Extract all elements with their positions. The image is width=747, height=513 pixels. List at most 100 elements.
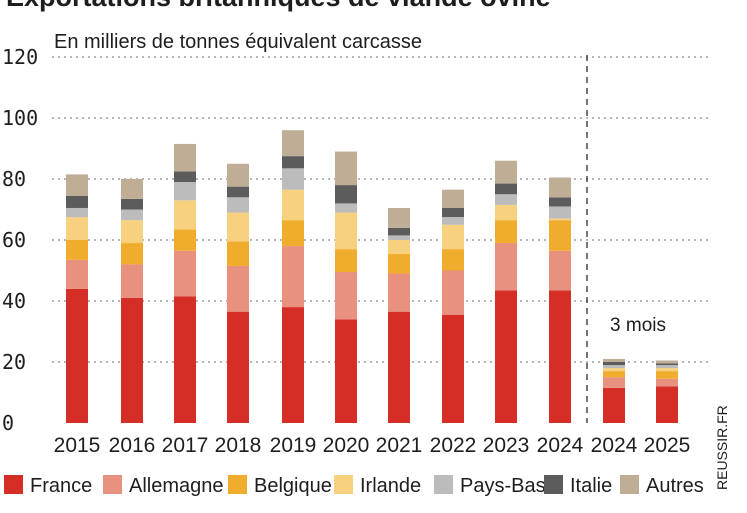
- x-tick-label: 2022: [430, 434, 477, 457]
- legend-item-france: France: [4, 475, 92, 497]
- bar-segment-allemagne: [121, 264, 143, 298]
- bar-segment-irlande: [121, 220, 143, 244]
- bar-segment-italie: [656, 363, 678, 366]
- bar-segment-allemagne: [495, 243, 517, 291]
- bar-segment-france: [335, 319, 357, 423]
- bar-stack-2021: [388, 207, 410, 423]
- bar-segment-allemagne: [227, 265, 249, 312]
- bar-segment-belgique: [227, 241, 249, 266]
- legend: France Allemagne Belgique Irlande Pays-Bas It…: [4, 475, 704, 497]
- bar-segment-pays-bas: [282, 168, 304, 190]
- bar-segment-allemagne: [549, 250, 571, 291]
- legend-item-belgique: Belgique: [228, 475, 332, 497]
- x-tick-label: 2024: [537, 434, 584, 457]
- legend-item-autres: Autres: [620, 475, 704, 497]
- bar-segment-autres: [495, 160, 517, 184]
- legend-label: France: [30, 475, 92, 497]
- bar-segment-italie: [282, 156, 304, 169]
- bar-segment-allemagne: [282, 246, 304, 308]
- bar-segment-autres: [388, 207, 410, 228]
- bar-segment-france: [495, 290, 517, 423]
- bar-segment-allemagne: [66, 259, 88, 289]
- bar-segment-allemagne: [174, 250, 196, 297]
- bar-segment-italie: [442, 207, 464, 218]
- y-tick-label: 60: [2, 228, 26, 252]
- x-tick-label: 2018: [215, 434, 262, 457]
- x-tick-label: 2017: [162, 434, 209, 457]
- bar-segment-italie: [549, 197, 571, 207]
- bar-segment-france: [442, 314, 464, 423]
- bar-segment-italie: [121, 198, 143, 210]
- legend-swatch: [620, 475, 639, 494]
- bar-segment-france: [603, 387, 625, 423]
- bar-segment-autres: [121, 179, 143, 199]
- bar-segment-irlande: [174, 200, 196, 230]
- bar-segment-italie: [495, 183, 517, 195]
- bar-segment-allemagne: [335, 272, 357, 320]
- bar-segment-italie: [174, 171, 196, 183]
- legend-swatch: [434, 475, 453, 494]
- bar-segment-france: [174, 296, 196, 423]
- bar-segment-pays-bas: [335, 203, 357, 213]
- bar-segment-irlande: [335, 212, 357, 250]
- chart-title: Exportations britanniques de viande ovin…: [6, 0, 551, 12]
- x-tick-label: 2015: [54, 434, 101, 457]
- y-tick-label: 0: [2, 411, 14, 435]
- bar-segment-irlande: [442, 224, 464, 250]
- bar-segment-autres: [174, 143, 196, 172]
- bar-stack-2015: [66, 174, 88, 423]
- y-tick-label: 120: [2, 45, 38, 69]
- legend-label: Irlande: [360, 475, 421, 497]
- x-axis: 2015 2016 2017 2018 2019 2020 2021 2022 2023 2024…: [54, 434, 691, 457]
- bar-segment-allemagne: [656, 378, 678, 387]
- bar-segment-irlande: [388, 240, 410, 254]
- bar-segment-france: [388, 311, 410, 423]
- bar-segment-autres: [227, 163, 249, 187]
- bar-stack-2018: [227, 163, 249, 423]
- bar-stack-2023: [495, 160, 517, 423]
- bar-segment-pays-bas: [121, 209, 143, 221]
- bar-segment-allemagne: [603, 377, 625, 388]
- bar-segment-autres: [335, 151, 357, 186]
- bar-segment-italie: [335, 185, 357, 204]
- bar-segment-autres: [442, 189, 464, 208]
- annotation-3-mois: 3 mois: [610, 315, 666, 336]
- gridlines: [52, 56, 712, 363]
- legend-label: Belgique: [254, 475, 332, 497]
- bar-segment-pays-bas: [227, 197, 249, 213]
- bar-segment-france: [121, 297, 143, 423]
- x-tick-label: 2024: [591, 434, 638, 457]
- bar-segment-autres: [549, 177, 571, 198]
- y-axis: 0 20 40 60 80 100 120: [2, 45, 38, 435]
- bar-segment-autres: [282, 130, 304, 157]
- bar-segment-allemagne: [388, 273, 410, 312]
- bar-stack-2024: [603, 358, 625, 423]
- bar-segment-france: [227, 311, 249, 423]
- bar-segment-pays-bas: [549, 206, 571, 219]
- bar-segment-belgique: [442, 249, 464, 271]
- x-tick-label: 2020: [323, 434, 370, 457]
- bar-stack-2022: [442, 189, 464, 423]
- legend-item-italie: Italie: [544, 475, 612, 497]
- bar-segment-irlande: [603, 368, 625, 372]
- y-tick-label: 20: [2, 350, 26, 374]
- bar-segment-belgique: [388, 253, 410, 274]
- bar-segment-italie: [66, 195, 88, 208]
- x-tick-label: 2023: [483, 434, 530, 457]
- bar-segment-autres: [66, 174, 88, 196]
- bar-segment-pays-bas: [603, 365, 625, 369]
- bar-segment-pays-bas: [66, 207, 88, 218]
- bar-segment-italie: [603, 362, 625, 366]
- bar-segment-pays-bas: [495, 194, 517, 205]
- bar-segment-pays-bas: [388, 235, 410, 240]
- bar-segment-irlande: [227, 212, 249, 242]
- bar-segment-france: [656, 386, 678, 423]
- y-tick-label: 100: [2, 106, 38, 130]
- bar-segment-belgique: [121, 243, 143, 265]
- bar-segment-belgique: [549, 220, 571, 251]
- bar-segment-irlande: [656, 368, 678, 372]
- legend-swatch: [228, 475, 247, 494]
- bar-segment-belgique: [603, 371, 625, 378]
- bar-segment-france: [66, 288, 88, 423]
- legend-swatch: [103, 475, 122, 494]
